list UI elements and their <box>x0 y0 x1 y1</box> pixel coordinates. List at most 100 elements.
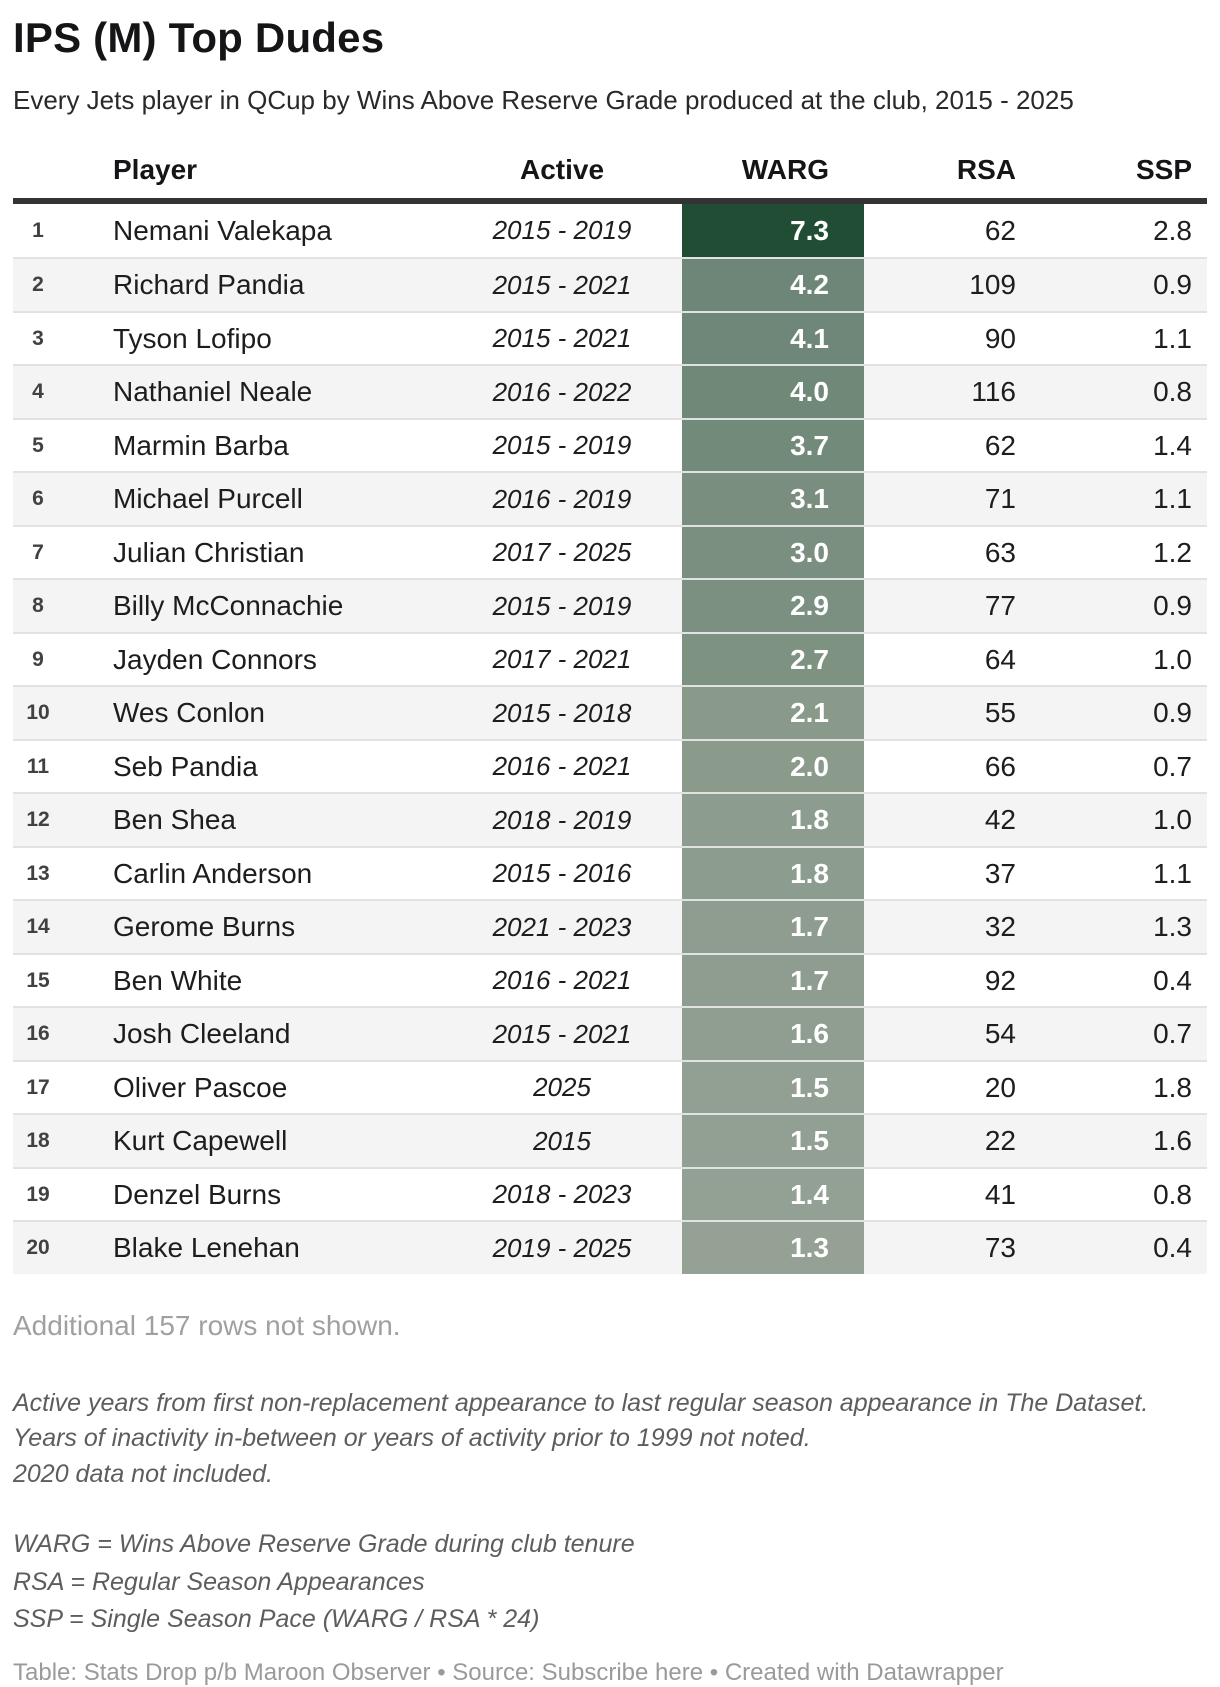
table-row: 14 Gerome Burns 2021 - 2023 1.7 32 1.3 <box>13 899 1207 953</box>
ssp-cell: 1.4 <box>1153 429 1192 461</box>
active-cell: 2015 - 2019 <box>492 430 632 461</box>
active-cell: 2017 - 2025 <box>492 537 632 568</box>
ssp-cell: 0.9 <box>1153 269 1192 301</box>
warg-cell: 1.7 <box>682 901 864 953</box>
active-cell: 2018 - 2023 <box>492 1179 632 1210</box>
table-row: 4 Nathaniel Neale 2016 - 2022 4.0 116 0.8 <box>13 364 1207 418</box>
active-cell: 2015 - 2021 <box>492 269 632 300</box>
warg-cell: 2.1 <box>682 687 864 739</box>
rank-cell: 13 <box>26 861 50 885</box>
active-cell: 2015 - 2021 <box>492 1018 632 1049</box>
rank-cell: 10 <box>26 701 50 725</box>
player-cell: Wes Conlon <box>113 697 266 729</box>
rsa-cell: 63 <box>984 536 1016 568</box>
table-row: 1 Nemani Valekapa 2015 - 2019 7.3 62 2.8 <box>13 203 1207 258</box>
rank-cell: 12 <box>26 808 50 832</box>
rank-cell: 4 <box>32 380 44 404</box>
col-header-rsa: RSA <box>956 153 1016 185</box>
player-cell: Seb Pandia <box>113 750 258 782</box>
rsa-cell: 73 <box>984 1232 1016 1264</box>
player-cell: Tyson Lofipo <box>113 322 272 354</box>
rsa-cell: 55 <box>984 697 1016 729</box>
source-subscribe-link[interactable]: Subscribe here <box>541 1658 704 1686</box>
rank-cell: 18 <box>26 1129 50 1153</box>
rank-cell: 20 <box>26 1236 50 1260</box>
col-header-ssp: SSP <box>1135 153 1192 185</box>
rank-cell: 15 <box>26 968 50 992</box>
player-cell: Oliver Pascoe <box>113 1071 288 1103</box>
table-row: 18 Kurt Capewell 2015 1.5 22 1.6 <box>13 1113 1207 1167</box>
rsa-cell: 22 <box>984 1125 1016 1157</box>
ssp-cell: 0.7 <box>1153 1018 1192 1050</box>
warg-cell: 1.6 <box>682 1008 864 1060</box>
player-cell: Denzel Burns <box>113 1178 282 1210</box>
col-header-active: Active <box>519 153 605 185</box>
rsa-cell: 77 <box>984 590 1016 622</box>
player-cell: Ben White <box>113 964 243 996</box>
table-row: 8 Billy McConnachie 2015 - 2019 2.9 77 0.9 <box>13 578 1207 632</box>
rank-cell: 8 <box>32 594 44 618</box>
rsa-cell: 62 <box>984 429 1016 461</box>
table-row: 13 Carlin Anderson 2015 - 2016 1.8 37 1.1 <box>13 845 1207 900</box>
active-cell: 2015 - 2021 <box>492 323 632 354</box>
ssp-cell: 1.8 <box>1153 1071 1192 1103</box>
player-cell: Kurt Capewell <box>113 1125 288 1157</box>
stats-table: Player Active WARG RSA SSP 1 Nemani Valek… <box>13 144 1207 1274</box>
player-cell: Josh Cleeland <box>113 1018 291 1050</box>
legend-rsa: RSA = Regular Season Appearances <box>13 1567 425 1596</box>
player-cell: Richard Pandia <box>113 269 305 301</box>
ssp-cell: 0.9 <box>1153 590 1192 622</box>
active-cell: 2016 - 2019 <box>492 483 632 514</box>
warg-cell: 1.5 <box>682 1061 864 1114</box>
active-cell: 2025 <box>533 1072 591 1103</box>
credit-prefix: Table: Stats Drop p/b Maroon Observer • … <box>13 1658 542 1686</box>
rank-cell: 16 <box>26 1022 50 1046</box>
credit-line: Table: Stats Drop p/b Maroon Observer • … <box>13 1659 1207 1687</box>
warg-cell: 1.4 <box>682 1168 864 1221</box>
rsa-cell: 32 <box>984 911 1016 943</box>
rsa-cell: 71 <box>984 483 1016 515</box>
warg-cell: 4.2 <box>682 259 864 311</box>
warg-cell: 7.3 <box>682 203 864 258</box>
ssp-cell: 1.3 <box>1153 911 1192 943</box>
player-cell: Ben Shea <box>113 804 236 836</box>
rank-cell: 6 <box>32 487 44 511</box>
table-body: 1 Nemani Valekapa 2015 - 2019 7.3 62 2.8 2 Rich… <box>13 203 1207 1274</box>
active-cell: 2017 - 2021 <box>492 644 632 675</box>
page-title: IPS (M) Top Dudes <box>13 14 385 61</box>
rank-cell: 14 <box>26 915 50 939</box>
player-cell: Carlin Anderson <box>113 857 313 889</box>
table-row: 6 Michael Purcell 2016 - 2019 3.1 71 1.1 <box>13 471 1207 525</box>
rsa-cell: 20 <box>984 1071 1016 1103</box>
player-cell: Blake Lenehan <box>113 1232 300 1264</box>
rsa-cell: 37 <box>984 857 1016 889</box>
additional-rows-note: Additional 157 rows not shown. <box>13 1309 401 1341</box>
table-row: 12 Ben Shea 2018 - 2019 1.8 42 1.0 <box>13 792 1207 846</box>
ssp-cell: 1.6 <box>1153 1125 1192 1157</box>
player-cell: Nemani Valekapa <box>113 214 332 246</box>
active-cell: 2019 - 2025 <box>492 1232 632 1263</box>
rsa-cell: 41 <box>984 1178 1016 1210</box>
active-cell: 2015 - 2019 <box>492 590 632 621</box>
rsa-cell: 62 <box>984 214 1016 246</box>
active-cell: 2018 - 2019 <box>492 804 632 835</box>
warg-cell: 3.1 <box>682 473 864 525</box>
table-row: 19 Denzel Burns 2018 - 2023 1.4 41 0.8 <box>13 1166 1207 1221</box>
warg-cell: 4.0 <box>682 366 864 418</box>
active-cell: 2015 <box>533 1125 591 1156</box>
warg-cell: 1.8 <box>682 794 864 846</box>
rank-cell: 5 <box>32 433 44 457</box>
active-cell: 2021 - 2023 <box>492 911 632 942</box>
warg-cell: 3.0 <box>682 526 864 579</box>
warg-cell: 2.7 <box>682 633 864 686</box>
rsa-cell: 54 <box>984 1018 1016 1050</box>
active-cell: 2015 - 2018 <box>492 697 632 728</box>
player-cell: Billy McConnachie <box>113 590 344 622</box>
rank-cell: 17 <box>26 1075 50 1099</box>
table-row: 17 Oliver Pascoe 2025 1.5 20 1.8 <box>13 1059 1207 1114</box>
rsa-cell: 90 <box>984 322 1016 354</box>
active-cell: 2016 - 2022 <box>492 376 632 407</box>
table-row: 3 Tyson Lofipo 2015 - 2021 4.1 90 1.1 <box>13 310 1207 365</box>
rank-cell: 11 <box>26 754 50 778</box>
legend-ssp: SSP = Single Season Pace (WARG / RSA * 2… <box>13 1605 540 1634</box>
